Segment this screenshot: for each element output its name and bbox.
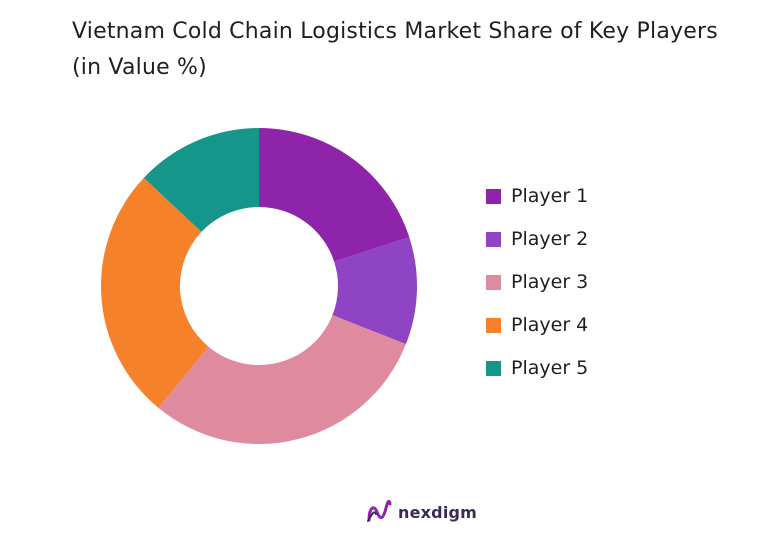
slice-player-2 (332, 237, 417, 345)
brand-logo: nexdigm (366, 500, 477, 524)
slice-player-5 (143, 128, 259, 232)
legend-swatch (486, 188, 501, 204)
legend-item-player-5: Player 5 (486, 357, 588, 379)
legend-swatch (486, 360, 501, 376)
donut-slices (100, 128, 417, 445)
legend-label: Player 3 (511, 271, 589, 293)
chart-title: Vietnam Cold Chain Logistics Market Shar… (72, 19, 718, 80)
legend-item-player-3: Player 3 (486, 271, 588, 293)
slice-player-3 (158, 315, 406, 445)
legend-item-player-1: Player 1 (486, 185, 588, 207)
legend-label: Player 5 (511, 357, 589, 379)
legend-swatch (486, 231, 501, 247)
legend-label: Player 1 (511, 185, 589, 207)
slice-player-4 (100, 177, 209, 408)
brand-name: nexdigm (398, 502, 478, 522)
legend-item-player-4: Player 4 (486, 314, 588, 336)
legend-swatch (486, 274, 501, 290)
nexdigm-logo-icon (367, 500, 392, 522)
legend-label: Player 2 (511, 228, 589, 250)
legend-item-player-2: Player 2 (486, 228, 588, 250)
slice-player-1 (259, 128, 410, 262)
legend-swatch (486, 317, 501, 333)
chart-legend: Player 1 Player 2 Player 3 Player 4 Player 5 (486, 185, 588, 400)
legend-label: Player 4 (511, 314, 589, 336)
